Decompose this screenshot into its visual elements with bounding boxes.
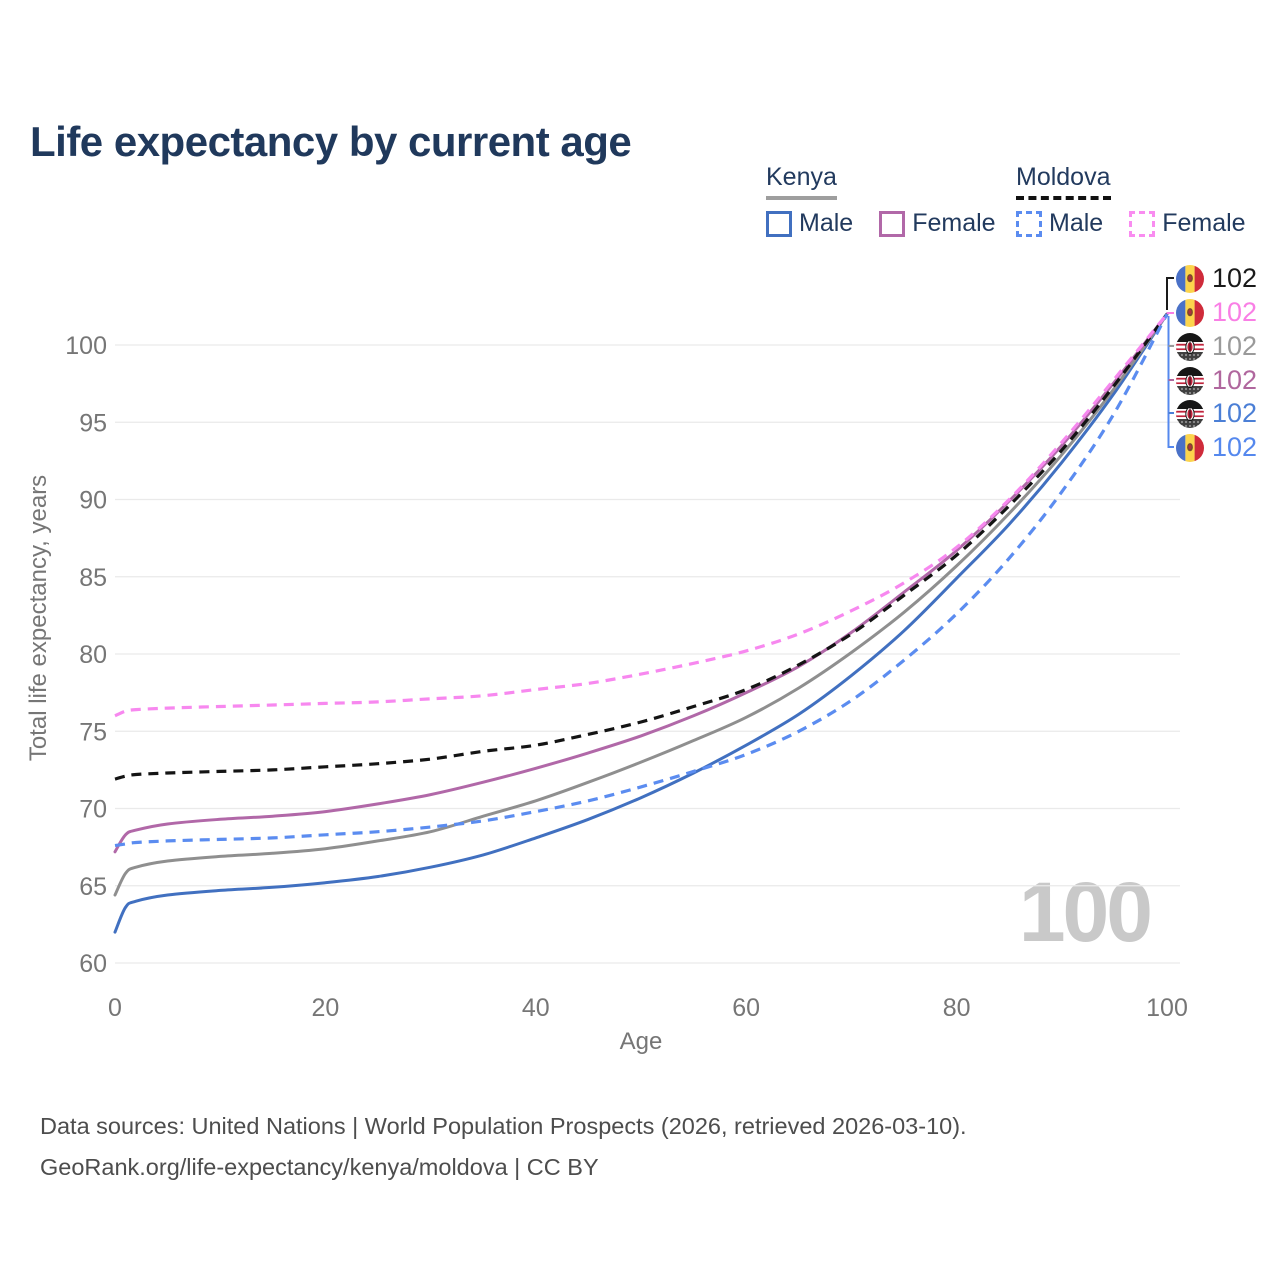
leader-line-moldova-male — [1167, 316, 1174, 448]
end-label-moldova-male: 102 — [1176, 432, 1257, 463]
y-axis-title: Total life expectancy, years — [25, 475, 52, 761]
moldova-flag-icon — [1176, 264, 1204, 293]
end-label-moldova: 102 — [1176, 263, 1257, 294]
x-tick-20: 20 — [311, 994, 339, 1022]
legend-item-label: Female — [912, 209, 996, 237]
end-label-value: 102 — [1212, 365, 1258, 395]
moldova-flag-icon — [1176, 298, 1204, 327]
end-label-value: 102 — [1212, 331, 1258, 361]
x-tick-0: 0 — [108, 994, 122, 1022]
end-label-kenya-female: 102 — [1176, 365, 1257, 396]
legend-kenya-header[interactable]: Kenya — [766, 163, 837, 200]
legend-group-kenya: Kenya Male Female — [766, 163, 996, 238]
y-tick-90: 90 — [79, 487, 107, 515]
kenya-flag-icon — [1176, 399, 1204, 428]
end-label-value: 102 — [1212, 297, 1258, 327]
y-tick-75: 75 — [79, 718, 107, 746]
moldova-flag-icon — [1176, 433, 1204, 462]
series-line-kenya — [113, 312, 1169, 897]
x-tick-80: 80 — [943, 994, 971, 1022]
series-line-kenya-male — [113, 312, 1169, 934]
legend-moldova-items: Male Female — [1016, 209, 1246, 238]
age-counter-watermark: 100 — [1018, 865, 1153, 959]
legend-item-moldova-female[interactable]: Female — [1129, 209, 1246, 238]
y-tick-70: 70 — [79, 796, 107, 824]
moldova-male-swatch-icon — [1016, 210, 1042, 237]
kenya-male-swatch-icon — [766, 210, 792, 237]
series-line-moldova — [114, 313, 1169, 781]
legend-item-kenya-female[interactable]: Female — [879, 209, 996, 238]
y-tick-80: 80 — [79, 641, 107, 669]
kenya-female-swatch-icon — [879, 210, 906, 237]
x-axis-title: Age — [620, 1028, 663, 1055]
series-line-moldova-male — [114, 313, 1169, 848]
legend-kenya-items: Male Female — [766, 209, 996, 238]
legend-item-label: Male — [1049, 209, 1104, 237]
legend-group-moldova: Moldova Male Female — [1016, 163, 1246, 238]
y-tick-60: 60 — [79, 950, 107, 978]
legend-moldova-header[interactable]: Moldova — [1016, 163, 1111, 200]
end-label-kenya: 102 — [1176, 331, 1257, 362]
x-tick-60: 60 — [732, 994, 760, 1022]
y-tick-95: 95 — [79, 409, 107, 437]
end-label-value: 102 — [1212, 432, 1258, 462]
moldova-female-swatch-icon — [1129, 210, 1156, 237]
legend-item-kenya-male[interactable]: Male — [766, 209, 853, 238]
leader-line-moldova — [1166, 277, 1174, 310]
page-title: Life expectancy by current age — [30, 118, 632, 166]
legend-item-moldova-male[interactable]: Male — [1016, 209, 1103, 238]
y-tick-100: 100 — [65, 332, 107, 360]
footer-link-line: GeoRank.org/life-expectancy/kenya/moldov… — [40, 1154, 599, 1180]
kenya-flag-icon — [1176, 332, 1204, 361]
x-tick-40: 40 — [522, 994, 550, 1022]
end-label-value: 102 — [1212, 398, 1258, 428]
end-label-value: 102 — [1212, 263, 1258, 293]
end-label-kenya-male: 102 — [1176, 398, 1257, 429]
y-tick-85: 85 — [79, 564, 107, 592]
end-label-moldova-female: 102 — [1176, 297, 1257, 328]
x-tick-100: 100 — [1146, 994, 1188, 1022]
y-tick-65: 65 — [79, 873, 107, 901]
legend-item-label: Female — [1162, 209, 1246, 237]
legend-item-label: Male — [799, 209, 854, 237]
kenya-flag-icon — [1176, 366, 1204, 395]
footer-sources-line: Data sources: United Nations | World Pop… — [40, 1113, 967, 1139]
footer: Data sources: United Nations | World Pop… — [40, 1106, 967, 1188]
